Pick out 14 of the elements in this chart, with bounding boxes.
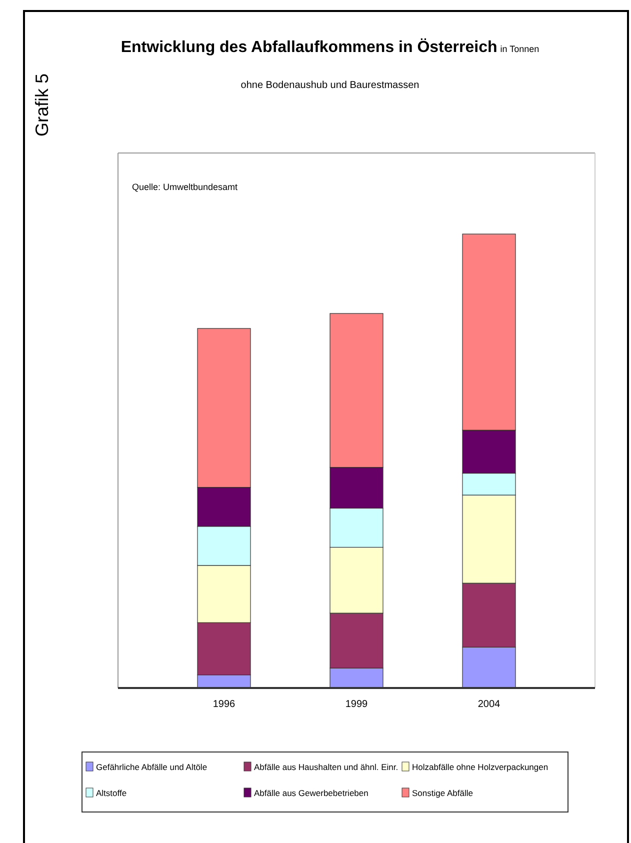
- legend-label: Holzabfälle ohne Holzverpackungen: [412, 762, 548, 772]
- legend-label: Sonstige Abfälle: [412, 788, 474, 798]
- chart-subtitle: ohne Bodenaushub und Baurestmassen: [240, 80, 420, 91]
- legend-label: Gefährliche Abfälle und Altöle: [96, 762, 208, 772]
- x-tick-label: 1996: [212, 699, 236, 710]
- x-tick-label: 2004: [478, 699, 501, 710]
- x-tick-label: 1999: [345, 699, 368, 710]
- text: in Tonnen: [500, 44, 540, 54]
- legend-label: Abfälle aus Haushalten und ähnl. Einr.: [254, 762, 398, 772]
- legend-label: Abfälle aus Gewerbebetrieben: [254, 788, 369, 798]
- chart-title: Entwicklung des Abfallaufkommens in Österreich: [120, 38, 498, 56]
- text: Grafik 5: [32, 73, 52, 137]
- source-note: Quelle: Umweltbundesamt: [132, 182, 238, 192]
- legend-label: Altstoffe: [96, 788, 127, 798]
